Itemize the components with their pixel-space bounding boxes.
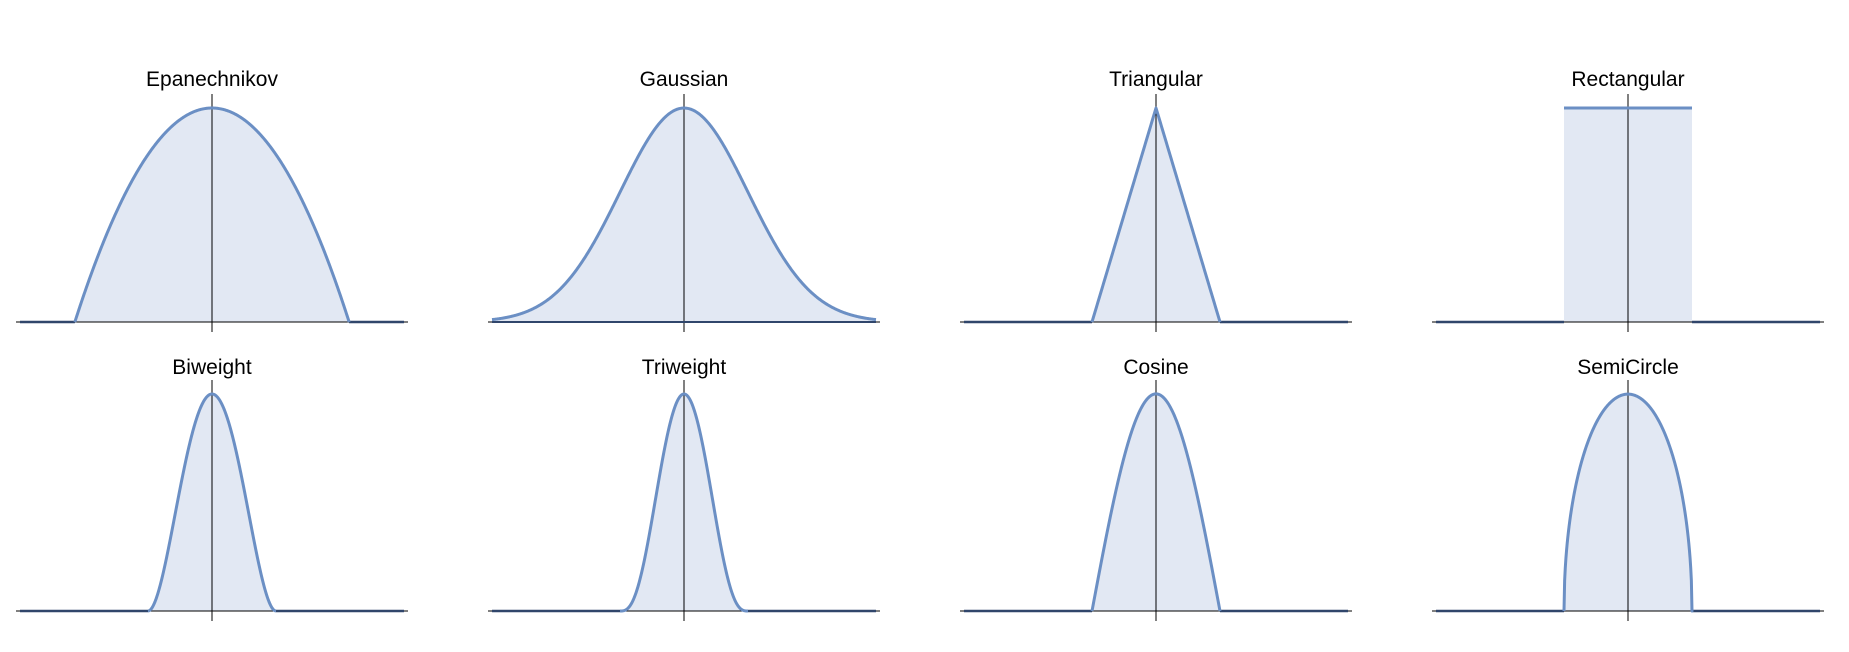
kernel-panel-semicircle: SemiCircle bbox=[1432, 356, 1824, 621]
density-curve bbox=[1562, 392, 1694, 613]
kernel-panel-triangular: Triangular bbox=[960, 68, 1352, 332]
kernel-panel-biweight: Biweight bbox=[16, 356, 408, 621]
density-curve bbox=[619, 392, 749, 613]
panel-title: Cosine bbox=[1123, 356, 1188, 379]
panel-title: Epanechnikov bbox=[146, 68, 278, 91]
panel-title: Rectangular bbox=[1571, 68, 1684, 91]
density-curve bbox=[147, 392, 277, 613]
density-curve bbox=[73, 106, 351, 323]
kernel-panel-cosine: Cosine bbox=[960, 356, 1352, 621]
panel-title: Gaussian bbox=[640, 68, 729, 91]
kernel-panel-triweight: Triweight bbox=[488, 356, 880, 621]
panel-title: SemiCircle bbox=[1577, 356, 1679, 379]
kernel-panel-rectangular: Rectangular bbox=[1432, 68, 1824, 332]
panel-title: Triweight bbox=[642, 356, 727, 379]
panel-title: Triangular bbox=[1109, 68, 1203, 91]
panel-title: Biweight bbox=[172, 356, 252, 379]
density-curve bbox=[1090, 392, 1222, 612]
density-curve bbox=[1090, 106, 1222, 323]
density-curve bbox=[491, 106, 877, 322]
kernel-panel-epanechnikov: Epanechnikov bbox=[16, 68, 408, 332]
kernel-panel-gaussian: Gaussian bbox=[488, 68, 880, 332]
